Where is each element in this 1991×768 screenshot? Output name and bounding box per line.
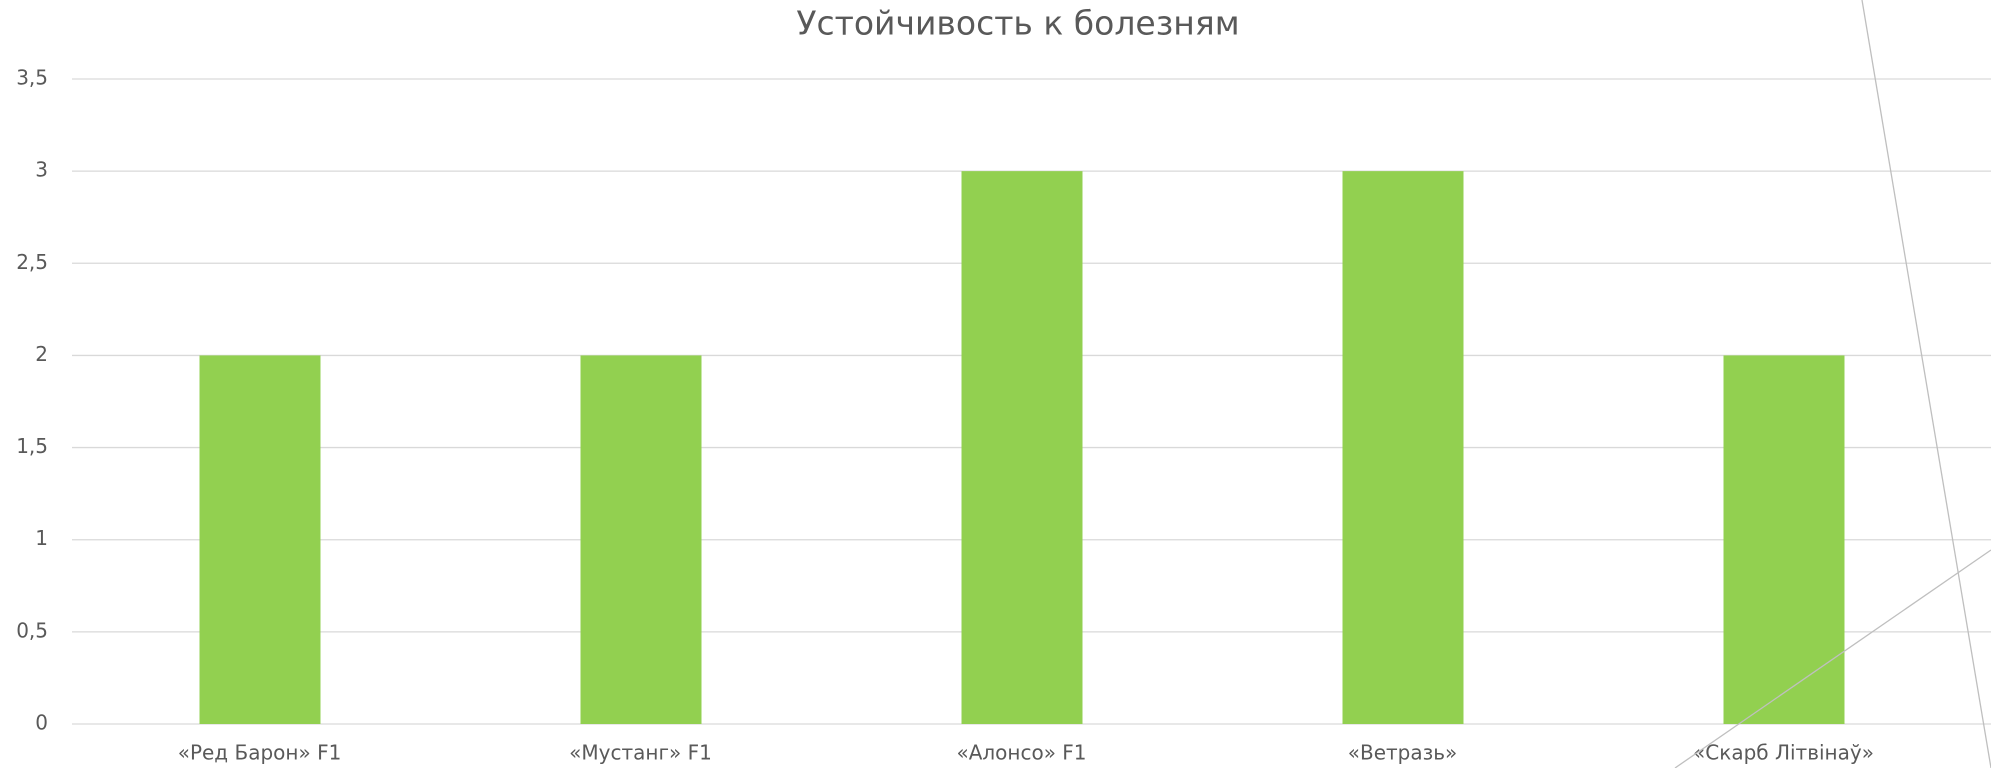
bar [961, 171, 1083, 725]
decor-line [1861, 0, 1991, 768]
y-tick-label: 1,5 [16, 434, 48, 458]
decor-line [1674, 549, 1991, 768]
y-tick-label: 1 [35, 526, 48, 550]
y-tick-label: 0,5 [16, 618, 48, 642]
bar [1342, 171, 1464, 725]
y-tick-label: 0 [35, 711, 48, 735]
y-tick-label: 2,5 [16, 250, 48, 274]
bar [1723, 355, 1845, 724]
x-tick-label: «Мустанг» F1 [569, 741, 712, 765]
x-tick-label: «Скарб Літвінаў» [1693, 741, 1874, 765]
chart-title: Устойчивость к болезням [796, 4, 1239, 43]
bar [199, 355, 321, 724]
x-tick-label: «Алонсо» F1 [956, 741, 1086, 765]
y-tick-label: 3,5 [16, 66, 48, 90]
y-tick-label: 2 [35, 342, 48, 366]
x-tick-label: «Ред Барон» F1 [178, 741, 342, 765]
y-tick-label: 3 [35, 158, 48, 182]
x-tick-label: «Ветразь» [1348, 741, 1458, 765]
bar [580, 355, 702, 724]
